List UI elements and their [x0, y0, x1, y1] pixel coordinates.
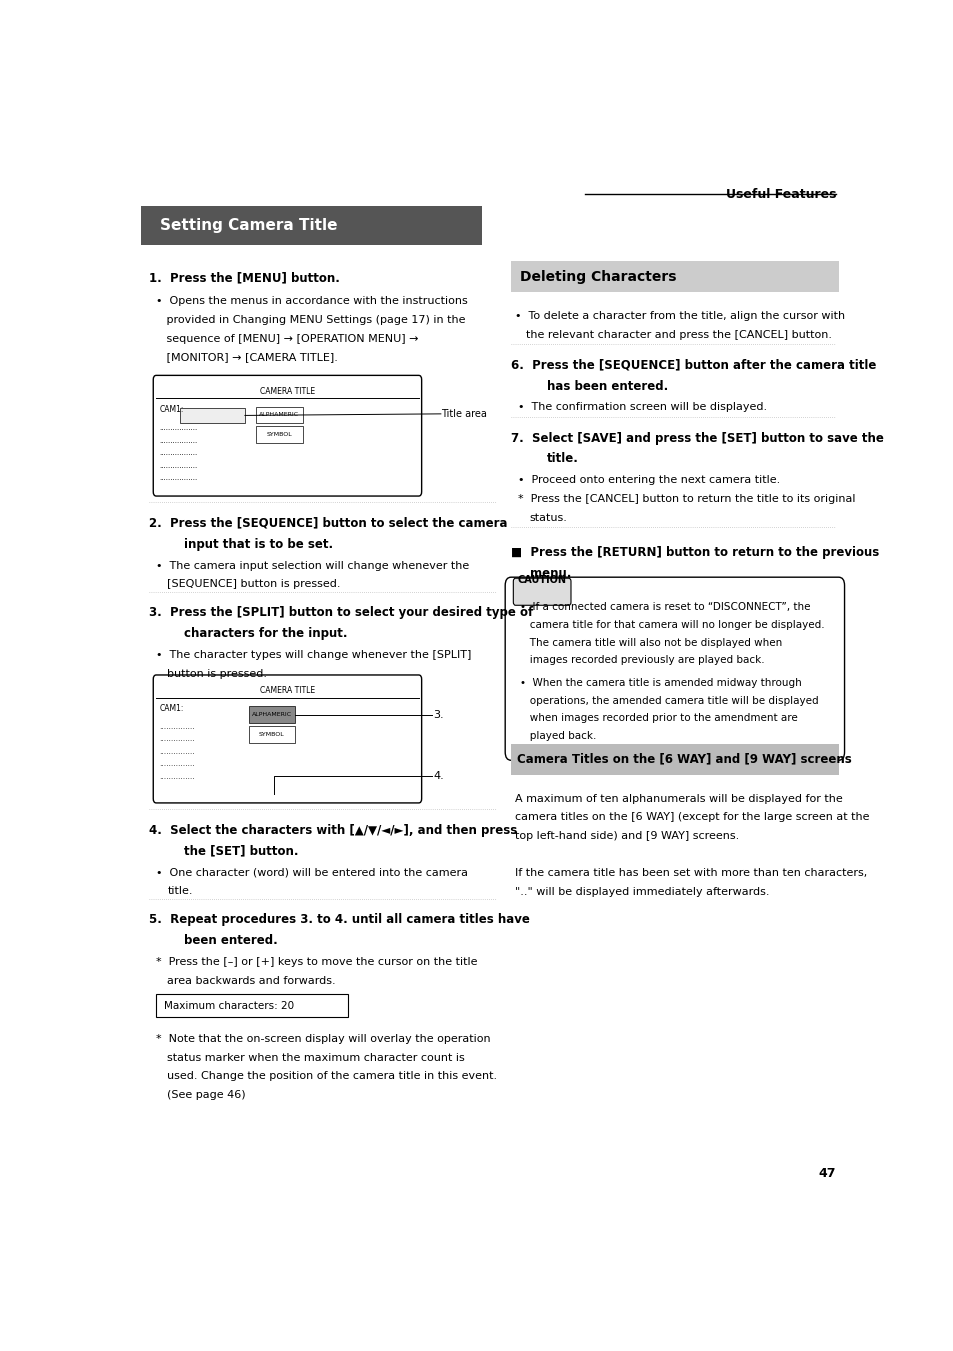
- Text: 4.  Select the characters with [▲/▼/◄/►], and then press: 4. Select the characters with [▲/▼/◄/►],…: [149, 824, 517, 836]
- Text: ···············: ···············: [159, 738, 194, 746]
- Bar: [180, 408, 245, 423]
- Text: ···············: ···············: [159, 750, 194, 759]
- Bar: [511, 261, 838, 292]
- Text: 2.  Press the [SEQUENCE] button to select the camera: 2. Press the [SEQUENCE] button to select…: [149, 517, 507, 530]
- Text: [SEQUENCE] button is pressed.: [SEQUENCE] button is pressed.: [167, 580, 340, 589]
- Text: area backwards and forwards.: area backwards and forwards.: [167, 975, 335, 986]
- Text: SYMBOL: SYMBOL: [259, 732, 285, 736]
- Bar: [511, 743, 838, 775]
- Text: •  The character types will change whenever the [SPLIT]: • The character types will change whenev…: [156, 650, 471, 661]
- Text: CAM1:: CAM1:: [159, 404, 183, 413]
- Text: •  To delete a character from the title, align the cursor with: • To delete a character from the title, …: [515, 311, 844, 322]
- Bar: [255, 427, 302, 443]
- Text: •  The confirmation screen will be displayed.: • The confirmation screen will be displa…: [518, 403, 767, 412]
- Bar: [249, 707, 294, 723]
- Text: 3.: 3.: [433, 709, 444, 720]
- Text: 1.  Press the [MENU] button.: 1. Press the [MENU] button.: [149, 272, 339, 284]
- Text: ·················: ·················: [159, 465, 197, 471]
- Text: ".." will be displayed immediately afterwards.: ".." will be displayed immediately after…: [515, 888, 768, 897]
- Text: •  The camera input selection will change whenever the: • The camera input selection will change…: [156, 561, 469, 570]
- Text: input that is to be set.: input that is to be set.: [184, 538, 334, 551]
- Text: camera titles on the [6 WAY] (except for the large screen at the: camera titles on the [6 WAY] (except for…: [515, 812, 868, 823]
- Text: ■  Press the [RETURN] button to return to the previous: ■ Press the [RETURN] button to return to…: [511, 546, 879, 559]
- Text: CAM1:: CAM1:: [159, 704, 183, 713]
- Text: operations, the amended camera title will be displayed: operations, the amended camera title wil…: [519, 696, 818, 705]
- Text: ·················: ·················: [159, 477, 197, 484]
- Text: ···············: ···············: [159, 775, 194, 784]
- Text: the [SET] button.: the [SET] button.: [184, 844, 298, 858]
- Text: Deleting Characters: Deleting Characters: [519, 270, 676, 284]
- Text: 4.: 4.: [433, 771, 444, 781]
- Bar: [249, 725, 294, 743]
- Text: *  Note that the on-screen display will overlay the operation: * Note that the on-screen display will o…: [156, 1034, 491, 1044]
- Text: button is pressed.: button is pressed.: [167, 669, 267, 678]
- Text: sequence of [MENU] → [OPERATION MENU] →: sequence of [MENU] → [OPERATION MENU] →: [156, 334, 418, 343]
- FancyBboxPatch shape: [153, 676, 421, 802]
- FancyBboxPatch shape: [153, 376, 421, 496]
- Text: 47: 47: [818, 1166, 836, 1179]
- Text: SYMBOL: SYMBOL: [266, 432, 292, 438]
- Text: If the camera title has been set with more than ten characters,: If the camera title has been set with mo…: [515, 869, 866, 878]
- Text: •  Proceed onto entering the next camera title.: • Proceed onto entering the next camera …: [518, 476, 780, 485]
- Bar: [255, 407, 302, 423]
- Text: camera title for that camera will no longer be displayed.: camera title for that camera will no lon…: [519, 620, 823, 630]
- Text: A maximum of ten alphanumerals will be displayed for the: A maximum of ten alphanumerals will be d…: [515, 793, 841, 804]
- Text: top left-hand side) and [9 WAY] screens.: top left-hand side) and [9 WAY] screens.: [515, 831, 739, 842]
- Text: ·················: ·················: [159, 453, 197, 458]
- Text: 6.  Press the [SEQUENCE] button after the camera title: 6. Press the [SEQUENCE] button after the…: [511, 359, 876, 372]
- Text: Useful Features: Useful Features: [725, 188, 836, 201]
- Text: 3.  Press the [SPLIT] button to select your desired type of: 3. Press the [SPLIT] button to select yo…: [149, 607, 533, 619]
- Text: images recorded previously are played back.: images recorded previously are played ba…: [519, 655, 763, 665]
- Text: •  If a connected camera is reset to “DISCONNECT”, the: • If a connected camera is reset to “DIS…: [519, 603, 810, 612]
- Text: Title area: Title area: [440, 409, 486, 419]
- Text: when images recorded prior to the amendment are: when images recorded prior to the amendm…: [519, 713, 797, 724]
- Text: CAUTION: CAUTION: [517, 576, 566, 585]
- Text: ALPHAMERIC: ALPHAMERIC: [252, 712, 292, 717]
- Text: •  When the camera title is amended midway through: • When the camera title is amended midwa…: [519, 678, 801, 688]
- Text: title.: title.: [167, 886, 193, 896]
- Text: characters for the input.: characters for the input.: [184, 627, 348, 640]
- Text: *  Press the [CANCEL] button to return the title to its original: * Press the [CANCEL] button to return th…: [518, 494, 855, 504]
- Text: status marker when the maximum character count is: status marker when the maximum character…: [167, 1052, 464, 1063]
- Text: menu.: menu.: [529, 567, 570, 580]
- Text: played back.: played back.: [519, 731, 596, 742]
- Text: [MONITOR] → [CAMERA TITLE].: [MONITOR] → [CAMERA TITLE].: [156, 353, 337, 362]
- Text: ·················: ·················: [159, 440, 197, 446]
- Bar: [156, 994, 348, 1017]
- Text: ···············: ···············: [159, 725, 194, 734]
- Text: title.: title.: [546, 453, 578, 465]
- Text: the relevant character and press the [CANCEL] button.: the relevant character and press the [CA…: [525, 330, 831, 339]
- Text: The camera title will also not be displayed when: The camera title will also not be displa…: [519, 638, 781, 647]
- Bar: [141, 205, 481, 246]
- Text: 5.  Repeat procedures 3. to 4. until all camera titles have: 5. Repeat procedures 3. to 4. until all …: [149, 913, 529, 927]
- Text: has been entered.: has been entered.: [546, 380, 667, 393]
- Text: *  Press the [–] or [+] keys to move the cursor on the title: * Press the [–] or [+] keys to move the …: [156, 957, 477, 967]
- Text: Setting Camera Title: Setting Camera Title: [160, 218, 337, 234]
- Text: provided in Changing MENU Settings (page 17) in the: provided in Changing MENU Settings (page…: [156, 315, 465, 326]
- Text: CAMERA TITLE: CAMERA TITLE: [259, 686, 314, 696]
- Text: 7.  Select [SAVE] and press the [SET] button to save the: 7. Select [SAVE] and press the [SET] but…: [511, 431, 883, 444]
- Text: (See page 46): (See page 46): [167, 1090, 246, 1100]
- Text: been entered.: been entered.: [184, 934, 277, 947]
- Text: status.: status.: [529, 512, 567, 523]
- Text: •  Opens the menus in accordance with the instructions: • Opens the menus in accordance with the…: [156, 296, 468, 307]
- Text: ALPHAMERIC: ALPHAMERIC: [259, 412, 299, 417]
- Text: •  One character (word) will be entered into the camera: • One character (word) will be entered i…: [156, 867, 468, 877]
- Text: Maximum characters: 20: Maximum characters: 20: [164, 1001, 294, 1011]
- Text: CAMERA TITLE: CAMERA TITLE: [259, 386, 314, 396]
- FancyBboxPatch shape: [505, 577, 843, 761]
- Text: ·················: ·················: [159, 427, 197, 434]
- FancyBboxPatch shape: [513, 578, 571, 605]
- Text: ···············: ···············: [159, 762, 194, 771]
- Text: used. Change the position of the camera title in this event.: used. Change the position of the camera …: [167, 1071, 497, 1081]
- Text: Camera Titles on the [6 WAY] and [9 WAY] screens: Camera Titles on the [6 WAY] and [9 WAY]…: [517, 753, 851, 766]
